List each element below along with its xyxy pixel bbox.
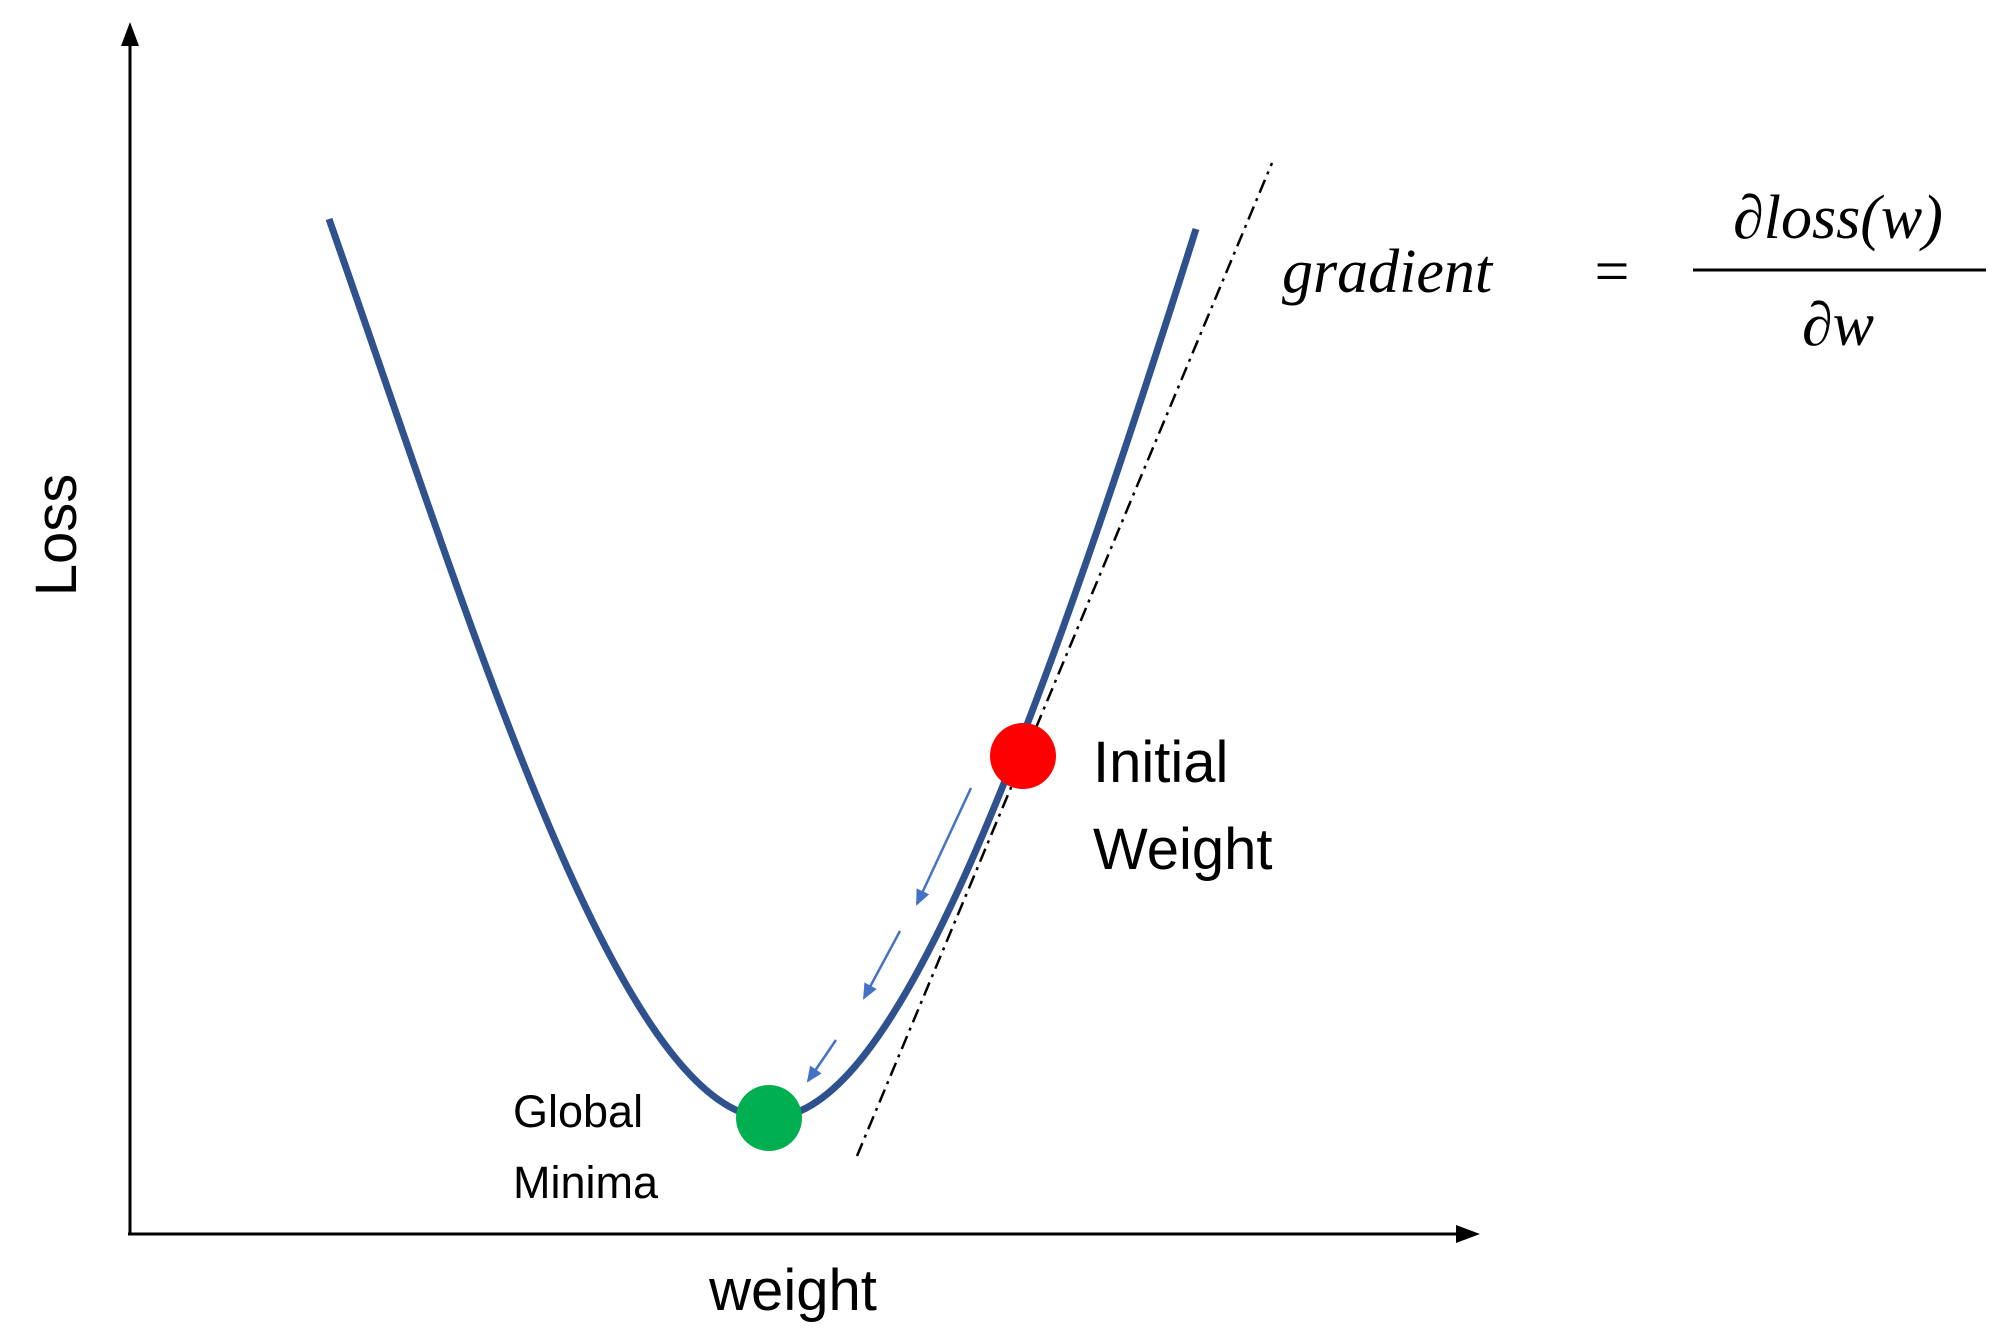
formula-denominator: ∂w (1802, 291, 1874, 359)
y-axis-arrow (121, 22, 139, 46)
tangent-line (855, 162, 1274, 1157)
step-arrow (915, 787, 973, 906)
formula-numerator: ∂loss(w) (1733, 184, 1943, 252)
step-arrow (806, 1039, 838, 1083)
loss-curve (325, 217, 1200, 1122)
x-axis-label: weight (708, 1258, 877, 1323)
global-minimum-point (736, 1085, 802, 1151)
y-axis-label: Loss (24, 474, 89, 597)
minimum-label: Global (513, 1086, 643, 1137)
initial-weight-point (990, 723, 1056, 789)
step-arrow (862, 930, 902, 1000)
minimum-label: Minima (513, 1157, 659, 1208)
initial-label: Initial (1093, 730, 1228, 795)
formula-lhs: gradient (1282, 238, 1494, 306)
initial-label: Weight (1093, 817, 1272, 882)
formula-equals: = (1595, 238, 1630, 306)
x-axis-arrow (1456, 1225, 1480, 1243)
